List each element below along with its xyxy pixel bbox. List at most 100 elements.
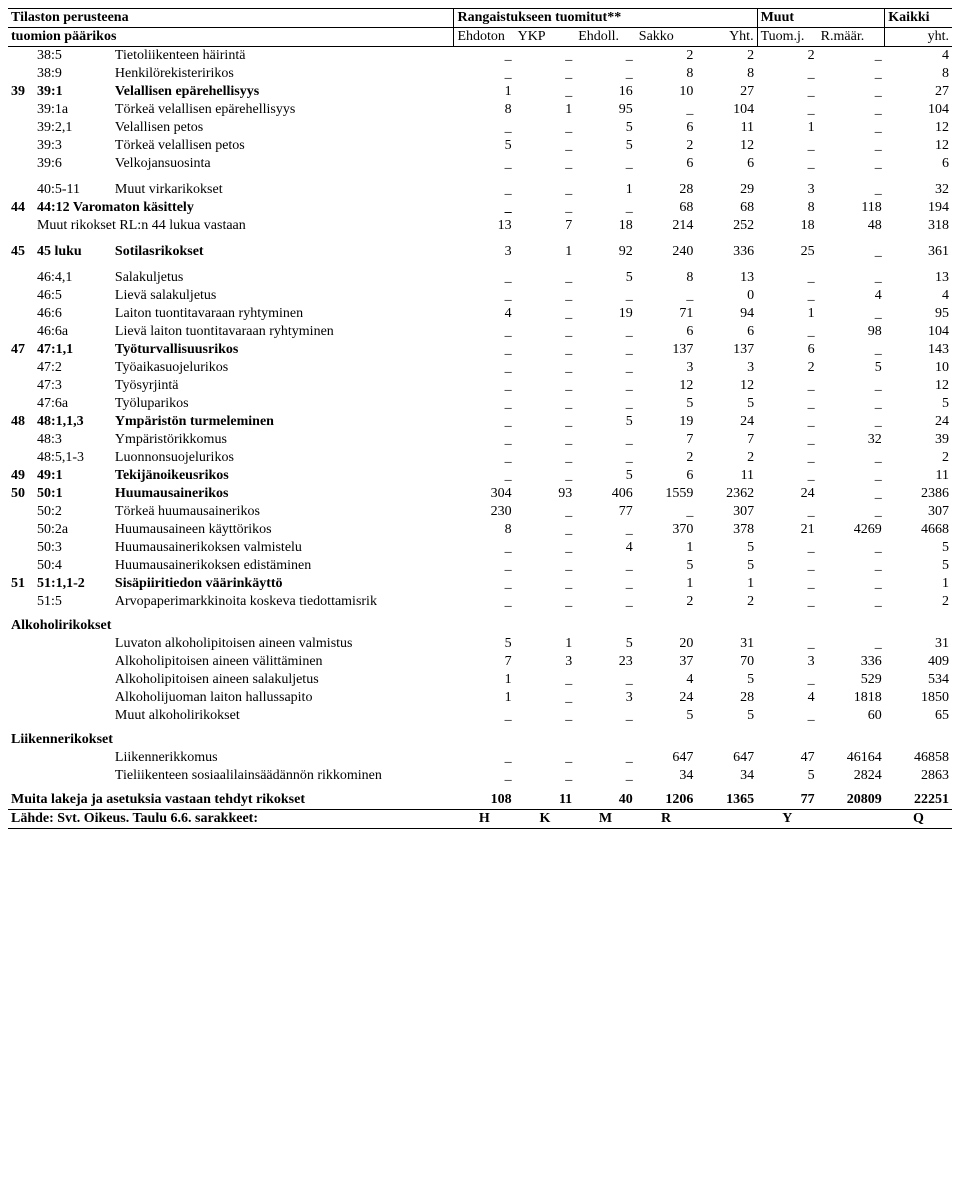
table-row: 48:3Ympäristörikkomus___77_3239: [8, 431, 952, 449]
table-row: 46:4,1Salakuljetus__5813__13: [8, 269, 952, 287]
row-desc: Sisäpiiritiedon väärinkäyttö: [112, 575, 454, 593]
cell: 4: [818, 287, 885, 305]
cell: 336: [818, 653, 885, 671]
cell: _: [454, 557, 515, 575]
cell: 5: [575, 635, 636, 653]
cell: _: [454, 539, 515, 557]
chapter-num: [8, 767, 34, 785]
cell: 48: [818, 217, 885, 235]
cell: _: [515, 767, 576, 785]
cell: _: [575, 671, 636, 689]
row-code: [34, 671, 112, 689]
cell: 7: [696, 431, 757, 449]
cell: _: [757, 101, 818, 119]
row-desc: Työsyrjintä: [112, 377, 454, 395]
section-heading: Liikennerikokset: [8, 731, 952, 749]
table-row: Alkoholijuoman laiton hallussapito1_3242…: [8, 689, 952, 707]
cell: 2: [696, 593, 757, 611]
cell: 6: [636, 155, 697, 173]
chapter-num: [8, 65, 34, 83]
cell: 2362: [696, 485, 757, 503]
cell: _: [757, 467, 818, 485]
row-desc: Huumausainerikoksen edistäminen: [112, 557, 454, 575]
table-row: 4545 lukuSotilasrikokset319224033625_361: [8, 243, 952, 261]
cell: _: [757, 395, 818, 413]
chapter-num: [8, 305, 34, 323]
cell: 27: [696, 83, 757, 101]
chapter-num: [8, 101, 34, 119]
cell: 6: [885, 155, 952, 173]
row-desc: Työturvallisuusrikos: [112, 341, 454, 359]
cell: 4: [885, 47, 952, 66]
cell: _: [757, 503, 818, 521]
cell: _: [515, 47, 576, 66]
row-desc: Liikennerikkomus: [112, 749, 454, 767]
hdr-left-bot: tuomion päärikos: [8, 28, 454, 47]
cell: 1: [885, 575, 952, 593]
cell: _: [454, 359, 515, 377]
footer-col: K: [515, 810, 576, 829]
cell: 2: [885, 593, 952, 611]
cell: _: [515, 707, 576, 725]
row-desc: Huumausaineen käyttörikos: [112, 521, 454, 539]
table-row: 39:6Velkojansuosinta___66__6: [8, 155, 952, 173]
row-desc: Ympäristön turmeleminen: [112, 413, 454, 431]
cell: 68: [696, 199, 757, 217]
cell: _: [454, 767, 515, 785]
cell: _: [515, 671, 576, 689]
cell: _: [515, 377, 576, 395]
cell: 10: [636, 83, 697, 101]
cell: _: [454, 593, 515, 611]
table-row: Alkoholipitoisen aineen salakuljetus1__4…: [8, 671, 952, 689]
footer-label: Lähde: Svt. Oikeus. Taulu 6.6. sarakkeet…: [8, 810, 454, 829]
cell: _: [818, 137, 885, 155]
cell: 28: [636, 181, 697, 199]
row-desc: Työluparikos: [112, 395, 454, 413]
cell: _: [818, 83, 885, 101]
row-code: 39:3: [34, 137, 112, 155]
cell: _: [636, 101, 697, 119]
row-code: 45 luku: [34, 243, 112, 261]
table-row: 5151:1,1-2Sisäpiiritiedon väärinkäyttö__…: [8, 575, 952, 593]
cell: _: [515, 269, 576, 287]
cell: _: [818, 395, 885, 413]
table-row: Alkoholirikokset: [8, 617, 952, 635]
cell: 214: [636, 217, 697, 235]
cell: 1: [757, 119, 818, 137]
cell: 2: [696, 449, 757, 467]
cell: _: [575, 449, 636, 467]
row-code: 48:5,1-3: [34, 449, 112, 467]
chapter-num: [8, 395, 34, 413]
cell: 19: [575, 305, 636, 323]
hdr-left-top: Tilaston perusteena: [8, 9, 454, 28]
chapter-num: 45: [8, 243, 34, 261]
cell: _: [757, 575, 818, 593]
footer-col: Q: [885, 810, 952, 829]
cell: _: [757, 671, 818, 689]
cell: 104: [885, 323, 952, 341]
chapter-num: [8, 155, 34, 173]
cell: 37: [636, 653, 697, 671]
row-desc: Velallisen petos: [112, 119, 454, 137]
cell: 1365: [696, 791, 757, 810]
cell: 230: [454, 503, 515, 521]
cell: _: [818, 413, 885, 431]
cell: 24: [885, 413, 952, 431]
chapter-num: [8, 181, 34, 199]
row-desc: Sotilasrikokset: [112, 243, 454, 261]
footer-col: H: [454, 810, 515, 829]
row-desc: Arvopaperimarkkinoita koskeva tiedottami…: [112, 593, 454, 611]
col-ehdoll: Ehdoll.: [575, 28, 636, 47]
chapter-num: [8, 557, 34, 575]
cell: _: [818, 341, 885, 359]
row-code: 51:5: [34, 593, 112, 611]
chapter-num: [8, 47, 34, 66]
row-desc: Työaikasuojelurikos: [112, 359, 454, 377]
cell: 13: [696, 269, 757, 287]
table-row: 4949:1Tekijänoikeusrikos__5611__11: [8, 467, 952, 485]
section-heading: Alkoholirikokset: [8, 617, 952, 635]
cell: 1206: [636, 791, 697, 810]
table-row: 3939:1Velallisen epärehellisyys1_161027_…: [8, 83, 952, 101]
cell: 5: [696, 395, 757, 413]
cell: _: [454, 155, 515, 173]
